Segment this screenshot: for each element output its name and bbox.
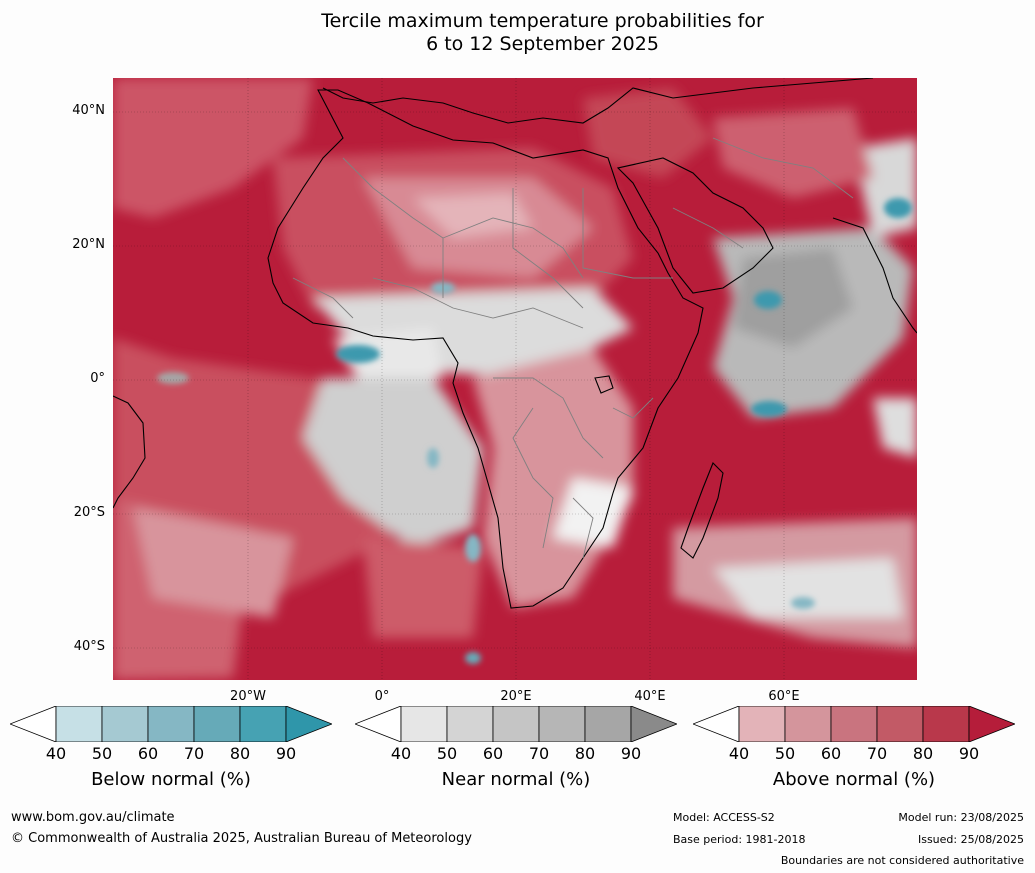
colorbar-above-normal-swatches bbox=[693, 706, 1015, 742]
lon-label-20w: 20°W bbox=[230, 689, 266, 704]
colorbar-swatch bbox=[239, 706, 287, 742]
colorbar-swatch-low bbox=[10, 706, 57, 742]
title-line-1: Tercile maximum temperature probabilitie… bbox=[321, 10, 764, 32]
tick-label: 70 bbox=[528, 744, 550, 763]
chart-title: Tercile maximum temperature probabilitie… bbox=[0, 10, 1035, 56]
india-coastline bbox=[832, 217, 917, 334]
footer-model: Model: ACCESS-S2 bbox=[673, 811, 775, 824]
below-normal-patches bbox=[157, 198, 912, 664]
tick-label: 80 bbox=[229, 744, 251, 763]
colorbar-swatch bbox=[101, 706, 149, 742]
tick-label: 40 bbox=[728, 744, 750, 763]
lat-label-40n: 40°N bbox=[72, 103, 105, 118]
tick-label: 50 bbox=[774, 744, 796, 763]
tick-label: 70 bbox=[866, 744, 888, 763]
tick-label: 80 bbox=[574, 744, 596, 763]
lat-label-20n: 20°N bbox=[72, 237, 105, 252]
lon-label-40e: 40°E bbox=[634, 689, 666, 704]
lat-label-40s: 40°S bbox=[73, 639, 105, 654]
colorbar-above-normal bbox=[693, 706, 1015, 742]
tick-label: 60 bbox=[137, 744, 159, 763]
footer-disclaimer: Boundaries are not considered authoritat… bbox=[780, 854, 1024, 867]
title-line-2: 6 to 12 September 2025 bbox=[426, 33, 659, 55]
colorbar-swatch-high bbox=[285, 706, 332, 742]
colorbar-swatch-high bbox=[968, 706, 1015, 742]
africa-coastline bbox=[267, 89, 704, 609]
colorbar-below-normal-label: Below normal (%) bbox=[91, 769, 251, 790]
tick-label: 60 bbox=[820, 744, 842, 763]
lat-label-20s: 20°S bbox=[73, 505, 105, 520]
madagascar-coastline bbox=[680, 462, 724, 559]
tick-label: 90 bbox=[275, 744, 297, 763]
colorbar-swatch bbox=[193, 706, 241, 742]
tick-label: 60 bbox=[482, 744, 504, 763]
colorbar-near-normal-label: Near normal (%) bbox=[441, 769, 591, 790]
tick-label: 40 bbox=[45, 744, 67, 763]
tick-label: 50 bbox=[91, 744, 113, 763]
colorbar-swatch bbox=[147, 706, 195, 742]
colorbar-below-normal bbox=[10, 706, 332, 742]
colorbar-swatch bbox=[784, 706, 832, 742]
lat-label-0: 0° bbox=[90, 371, 105, 386]
colorbar-swatch bbox=[738, 706, 786, 742]
tick-label: 80 bbox=[912, 744, 934, 763]
arabia-coastline bbox=[616, 157, 774, 294]
probability-map bbox=[113, 78, 917, 680]
lon-label-20e: 20°E bbox=[500, 689, 532, 704]
colorbar-swatch bbox=[922, 706, 970, 742]
tick-label: 70 bbox=[183, 744, 205, 763]
footer-issued: Issued: 25/08/2025 bbox=[917, 833, 1024, 846]
colorbar-swatch-high bbox=[630, 706, 677, 742]
colorbar-near-normal bbox=[355, 706, 677, 742]
colorbar-swatch bbox=[446, 706, 494, 742]
colorbar-swatch bbox=[538, 706, 586, 742]
colorbar-swatch bbox=[876, 706, 924, 742]
colorbar-swatch bbox=[492, 706, 540, 742]
probability-shading bbox=[113, 78, 917, 680]
lake-victoria bbox=[594, 375, 614, 394]
lon-label-0: 0° bbox=[374, 689, 390, 704]
footer-model-run: Model run: 23/08/2025 bbox=[898, 811, 1024, 824]
tick-label: 90 bbox=[620, 744, 642, 763]
footer-copyright: © Commonwealth of Australia 2025, Austra… bbox=[11, 831, 472, 846]
tick-label: 40 bbox=[390, 744, 412, 763]
footer-base-period: Base period: 1981-2018 bbox=[673, 833, 806, 846]
colorbar-swatch bbox=[584, 706, 632, 742]
lon-label-60e: 60°E bbox=[768, 689, 800, 704]
europe-coastline bbox=[322, 78, 874, 124]
colorbar-above-normal-label: Above normal (%) bbox=[772, 769, 936, 790]
colorbar-below-normal-swatches bbox=[10, 706, 332, 742]
tick-label: 50 bbox=[436, 744, 458, 763]
tick-label: 90 bbox=[958, 744, 980, 763]
colorbar-swatch bbox=[55, 706, 103, 742]
graticule bbox=[113, 78, 917, 680]
south-america-coastline bbox=[113, 395, 146, 509]
colorbar-swatch-low bbox=[355, 706, 402, 742]
footer-url: www.bom.gov.au/climate bbox=[11, 810, 175, 825]
colorbar-near-normal-swatches bbox=[355, 706, 677, 742]
colorbar-swatch-low bbox=[693, 706, 740, 742]
colorbar-swatch bbox=[830, 706, 878, 742]
national-borders bbox=[292, 137, 854, 559]
coastlines bbox=[113, 78, 917, 609]
colorbar-swatch bbox=[400, 706, 448, 742]
